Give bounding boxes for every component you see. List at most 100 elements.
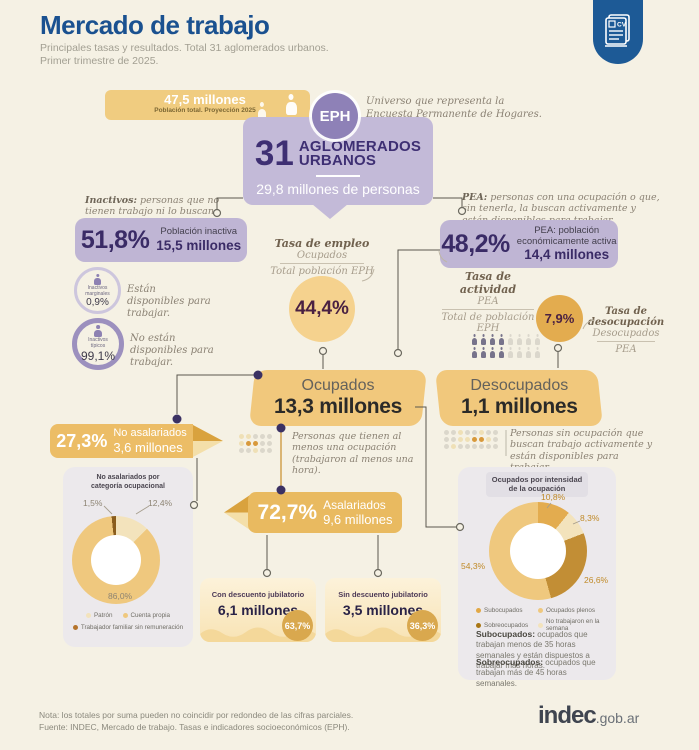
- indec-logo-suffix: .gob.ar: [595, 710, 640, 726]
- person-icon: [94, 274, 102, 285]
- left-chart-title: No asalariados por categoría ocupacional: [91, 474, 165, 490]
- right-chart-title: Ocupados por intensidad de la ocupación: [485, 472, 589, 497]
- slice-label: 26,6%: [584, 575, 609, 585]
- legend-dot: [538, 622, 543, 628]
- sin-descuento-amount: 3,5 millones: [342, 602, 424, 618]
- con-descuento-pct: 63,7%: [282, 610, 313, 641]
- asalariados-amount: 9,6 millones: [323, 511, 393, 527]
- marginales-note: Están disponibles para trabajar.: [127, 284, 211, 319]
- legend-dot: [72, 625, 78, 630]
- cv-document-icon: CV: [605, 14, 630, 47]
- no-asalariados-rate: 27,3%: [56, 430, 108, 451]
- fraction-line: [280, 263, 364, 264]
- inactivos-rate: 51,8%: [80, 225, 150, 254]
- marginales-value: 0,9%: [86, 296, 109, 308]
- divider: [316, 174, 360, 177]
- agglomerates-label: AGLOMERADOS URBANOS: [298, 137, 422, 169]
- tasa-actividad-fraction: Tasa de actividad PEA Total de población…: [438, 270, 538, 334]
- agglomerates-number: 31: [254, 134, 294, 173]
- tasa-desocupacion-fraction: Tasa de desocupación Desocupados PEA: [580, 306, 672, 355]
- right-chart-legend: Subocupados Ocupados plenos Sobreocupado…: [476, 607, 616, 632]
- subtitle-line1: Principales tasas y resultados. Total 31…: [40, 42, 329, 54]
- inactivos-rate-box: 51,8% Población inactiva 15,5 millones: [75, 218, 247, 262]
- people-pictogram: [470, 334, 550, 358]
- marginales-name: Inactivos marginales: [85, 284, 110, 297]
- pencil-tip-icon: [224, 495, 250, 530]
- pencil-tip-icon: [193, 425, 223, 457]
- tasa-empleo-fraction: Tasa de empleo Ocupados Total población …: [262, 237, 382, 277]
- dot-pattern: [238, 433, 276, 454]
- tasa-desocupacion-value: 7,9%: [536, 295, 583, 342]
- tasa-desocupacion-denominator: PEA: [615, 344, 637, 355]
- svg-text:CV: CV: [617, 22, 627, 29]
- left-chart-legend-row1: Patrón Cuenta propia: [63, 612, 193, 619]
- ocupados-intensidad-chart-box: Ocupados por intensidad de la ocupación 1…: [458, 467, 616, 688]
- tasa-empleo-title: Tasa de empleo: [274, 237, 370, 250]
- slice-label: 10,8%: [541, 492, 566, 502]
- person-icon: [94, 325, 103, 337]
- inactivos-tipicos-circle: Inactivos típicos 99,1%: [72, 318, 124, 370]
- no-asalariados-chart-box: No asalariados por categoría ocupacional …: [63, 467, 193, 647]
- indec-logo: indec.gob.ar: [538, 702, 639, 730]
- tipicos-value: 99,1%: [80, 349, 116, 363]
- population-total-bar: [105, 90, 310, 120]
- slice-label: 12,4%: [148, 498, 173, 508]
- sin-descuento-box: Sin descuento jubilatorio 3,5 millones 3…: [325, 578, 441, 642]
- footer-nota: Nota: los totales por suma pueden no coi…: [39, 710, 354, 720]
- wave-decoration: [200, 627, 316, 642]
- tasa-actividad-numerator: PEA: [477, 296, 499, 307]
- ocupados-title: Ocupados: [301, 377, 375, 395]
- speech-tail: [312, 204, 348, 219]
- fraction-line: [597, 341, 655, 342]
- slice-label: 86,0%: [108, 591, 133, 601]
- page-title: Mercado de trabajo: [40, 10, 270, 40]
- subocupados-definition: Subocupados: ocupados que trabajan menos…: [476, 629, 590, 671]
- slice-label: 54,3%: [461, 561, 486, 571]
- con-descuento-title: Con descuento jubilatorio: [211, 590, 305, 599]
- pea-rate: 48,2%: [441, 229, 510, 258]
- ocupados-intensidad-donut: [489, 502, 587, 600]
- pea-rate-box: 48,2% PEA: población económicamente activ…: [440, 220, 618, 268]
- ocupados-banner: Ocupados 13,3 millones: [249, 370, 427, 426]
- indec-logo-text: indec: [538, 702, 597, 729]
- tasa-actividad-title: Tasa de actividad: [459, 270, 517, 296]
- legend-dot: [538, 608, 543, 613]
- tasa-actividad-denominator: Total de población EPH: [441, 312, 535, 334]
- con-descuento-amount: 6,1 millones: [217, 602, 299, 618]
- desocupados-banner: Desocupados 1,1 millones: [435, 370, 603, 426]
- inactivos-amount: 15,5 millones: [156, 237, 242, 253]
- tasa-empleo-numerator: Ocupados: [296, 250, 348, 261]
- slice-label: 8,3%: [580, 513, 600, 523]
- tasa-empleo-denominator: Total población EPH: [270, 266, 374, 277]
- legend-dot: [85, 613, 91, 618]
- pea-amount: 14,4 millones: [524, 247, 610, 263]
- asalariados-label: Asalariados: [323, 497, 386, 512]
- pea-label: PEA: población económicamente activa: [516, 224, 617, 247]
- ocupados-amount: 13,3 millones: [274, 394, 403, 418]
- eph-population: 29,8 millones de personas: [256, 180, 420, 197]
- people-icon: [285, 94, 297, 116]
- eph-circle: EPH: [312, 93, 358, 139]
- asalariados-pencil: 72,7% Asalariados 9,6 millones: [248, 492, 402, 533]
- dot-pattern: [443, 429, 501, 450]
- tipicos-name: Inactivos típicos: [88, 337, 108, 349]
- slice-label: 1,5%: [83, 498, 103, 508]
- legend-dot: [476, 622, 481, 628]
- no-asalariados-pencil: 27,3% No asalariados 3,6 millones: [50, 424, 193, 458]
- sin-descuento-pct: 36,3%: [407, 610, 438, 641]
- sin-descuento-title: Sin descuento jubilatorio: [338, 590, 428, 599]
- legend-dot: [476, 608, 481, 613]
- subtitle-line2: Primer trimestre de 2025.: [40, 55, 159, 67]
- universe-note: Universo que representa la Encuesta Perma…: [366, 96, 542, 120]
- inactivos-label: Población inactiva: [160, 226, 237, 238]
- ocupados-note: Personas que tienen al menos una ocupaci…: [292, 431, 414, 477]
- population-total-value: 47,5 millones: [164, 92, 246, 107]
- cv-badge: CV: [593, 0, 643, 64]
- sobreocupados-definition: Sobreocupados: ocupados que trabajan más…: [476, 657, 596, 688]
- agglomerates-box: 31 AGLOMERADOS URBANOS 29,8 millones de p…: [243, 117, 433, 205]
- desocupados-title: Desocupados: [470, 377, 568, 395]
- wave-decoration: [325, 627, 441, 642]
- con-descuento-box: Con descuento jubilatorio 6,1 millones 6…: [200, 578, 316, 642]
- fraction-line: [442, 309, 534, 310]
